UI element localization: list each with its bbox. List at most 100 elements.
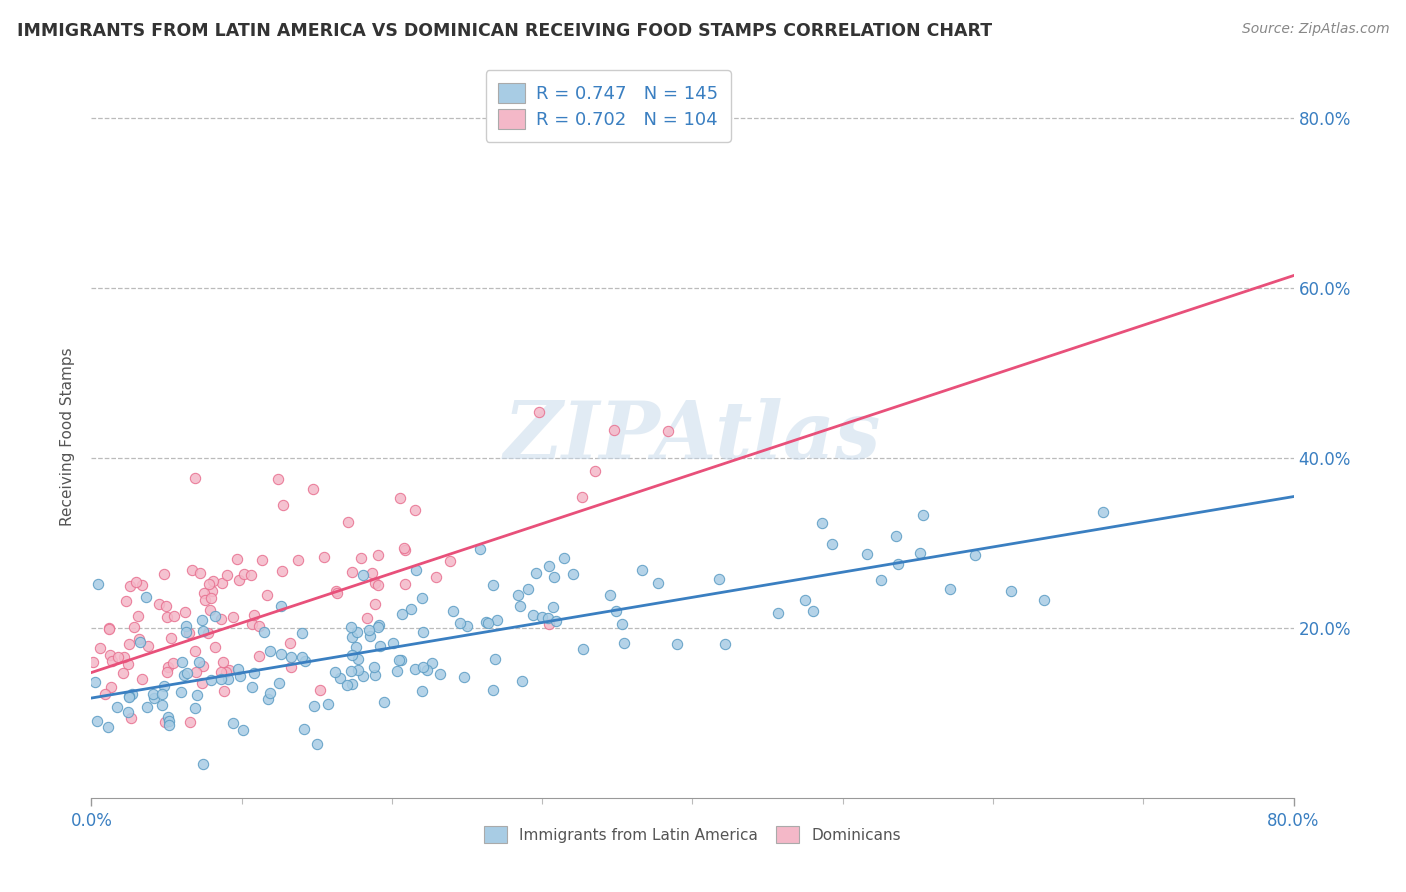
Point (347, 652, 370, 666)
Point (136, 640, 159, 654)
Point (366, 548, 388, 562)
Point (453, 670, 475, 684)
Point (150, 687, 173, 701)
Point (256, 588, 278, 602)
Point (120, 710, 142, 724)
Point (714, 637, 737, 651)
Point (305, 738, 328, 752)
Point (963, 549, 986, 563)
Point (157, 714, 180, 729)
Point (572, 642, 595, 657)
Point (200, 591, 222, 605)
Point (117, 706, 139, 720)
Point (107, 649, 129, 664)
Point (603, 423, 626, 437)
Point (97, 720, 120, 734)
Text: IMMIGRANTS FROM LATIN AMERICA VS DOMINICAN RECEIVING FOOD STAMPS CORRELATION CHA: IMMIGRANTS FROM LATIN AMERICA VS DOMINIC… (17, 22, 993, 40)
Point (291, 649, 314, 664)
Text: ZIPAtlas: ZIPAtlas (503, 399, 882, 475)
Point (477, 616, 499, 631)
Point (389, 491, 412, 505)
Point (209, 612, 232, 626)
Point (359, 629, 381, 643)
Point (884, 529, 907, 543)
Point (183, 643, 205, 657)
Point (118, 690, 141, 704)
Point (571, 490, 593, 504)
Point (142, 687, 165, 701)
Point (173, 667, 195, 681)
Point (148, 597, 170, 611)
Point (524, 566, 547, 581)
Point (118, 689, 141, 703)
Point (481, 578, 503, 592)
Point (202, 574, 225, 588)
Point (259, 686, 281, 700)
Point (346, 640, 368, 654)
Point (124, 619, 146, 633)
Point (136, 699, 159, 714)
Point (388, 653, 411, 667)
Point (226, 552, 249, 566)
Point (131, 578, 153, 592)
Point (259, 643, 281, 657)
Point (887, 557, 910, 571)
Point (162, 656, 184, 670)
Point (510, 673, 533, 688)
Point (340, 677, 363, 691)
Point (367, 577, 389, 591)
Point (326, 586, 349, 600)
Point (541, 600, 564, 615)
Point (485, 613, 508, 627)
Point (156, 610, 179, 624)
Legend: Immigrants from Latin America, Dominicans: Immigrants from Latin America, Dominican… (475, 817, 910, 852)
Point (352, 568, 374, 582)
Point (229, 668, 252, 682)
Point (387, 664, 409, 678)
Point (404, 662, 426, 676)
Point (174, 625, 197, 640)
Point (240, 568, 263, 582)
Point (226, 662, 249, 676)
Point (340, 648, 363, 663)
Point (364, 576, 387, 591)
Point (186, 688, 208, 702)
Point (215, 665, 238, 680)
Point (538, 616, 561, 631)
Point (368, 618, 391, 632)
Point (364, 597, 387, 611)
Point (529, 405, 551, 419)
Point (482, 683, 505, 698)
Point (1000, 584, 1022, 599)
Point (392, 541, 415, 555)
Point (97, 622, 120, 636)
Point (200, 673, 222, 688)
Point (553, 551, 575, 566)
Point (247, 618, 270, 632)
Point (201, 584, 224, 599)
Point (911, 508, 934, 522)
Point (340, 620, 363, 634)
Point (115, 593, 138, 607)
Point (200, 603, 222, 617)
Point (631, 563, 654, 577)
Point (280, 660, 302, 674)
Text: Source: ZipAtlas.com: Source: ZipAtlas.com (1241, 22, 1389, 37)
Point (184, 701, 207, 715)
Point (129, 635, 152, 649)
Point (347, 663, 370, 677)
Point (153, 679, 176, 693)
Point (412, 660, 434, 674)
Point (160, 631, 183, 645)
Point (1032, 592, 1054, 607)
Point (373, 695, 395, 709)
Point (766, 607, 789, 621)
Point (449, 616, 471, 631)
Point (342, 565, 364, 579)
Point (228, 573, 250, 587)
Point (217, 672, 239, 686)
Point (561, 566, 583, 581)
Point (222, 609, 245, 624)
Point (82, 656, 104, 670)
Point (204, 640, 226, 654)
